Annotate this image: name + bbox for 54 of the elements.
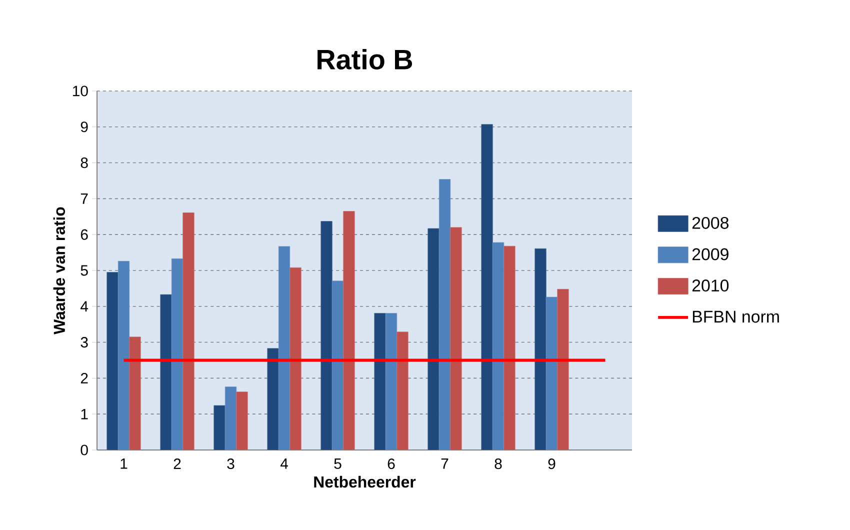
bar (182, 212, 194, 450)
bar (320, 221, 332, 450)
y-tick-label: 0 (80, 444, 88, 456)
bar (118, 260, 130, 450)
y-tick-label: 1 (81, 408, 88, 420)
y-tick-label: 6 (80, 229, 88, 240)
y-tick-label: 4 (80, 301, 88, 312)
x-tick-label: 2 (174, 458, 181, 469)
bar (106, 272, 118, 450)
y-tick-label: 9 (80, 122, 88, 132)
bar (332, 280, 344, 450)
x-tick-label: 3 (227, 458, 234, 470)
bar (236, 392, 248, 450)
bar (504, 246, 516, 450)
bar (129, 336, 141, 450)
bar (492, 242, 504, 450)
legend-label: BFBN norm (692, 310, 779, 323)
y-tick-label: 7 (80, 194, 88, 204)
legend-label: 2010 (692, 280, 729, 292)
y-tick-label: 8 (80, 157, 88, 168)
legend-label: 2008 (692, 216, 729, 229)
bar (160, 294, 172, 450)
bar (534, 248, 546, 450)
x-tick-label: 5 (334, 458, 342, 469)
bar (214, 405, 226, 450)
bar (438, 179, 451, 450)
y-tick-label: 2 (80, 372, 88, 384)
bar (290, 267, 302, 450)
chart-title: Ratio B (318, 49, 412, 70)
bar (546, 296, 558, 450)
y-tick-label: 10 (73, 86, 88, 96)
x-tick-label: 6 (388, 458, 395, 470)
x-tick-label: 8 (494, 458, 502, 470)
x-axis-title: Netbeheerder (314, 476, 416, 488)
x-tick-label: 7 (441, 458, 448, 469)
legend-label: 2009 (692, 248, 728, 260)
x-tick-label: 4 (280, 458, 288, 469)
bar (428, 228, 440, 450)
bar (557, 288, 569, 450)
bar (278, 246, 290, 450)
y-tick-label: 5 (80, 265, 88, 276)
x-tick-label: 9 (548, 458, 556, 470)
bar (450, 227, 462, 450)
bar (481, 124, 493, 450)
bar (343, 211, 355, 450)
bar (267, 348, 279, 450)
x-tick-label: 1 (120, 458, 128, 469)
bar (396, 332, 408, 450)
bar (374, 313, 386, 450)
y-axis-title: Waarde van ratio (53, 207, 66, 334)
bar (224, 386, 237, 450)
bar (385, 313, 398, 450)
bar (171, 258, 184, 450)
y-tick-label: 3 (80, 336, 88, 348)
